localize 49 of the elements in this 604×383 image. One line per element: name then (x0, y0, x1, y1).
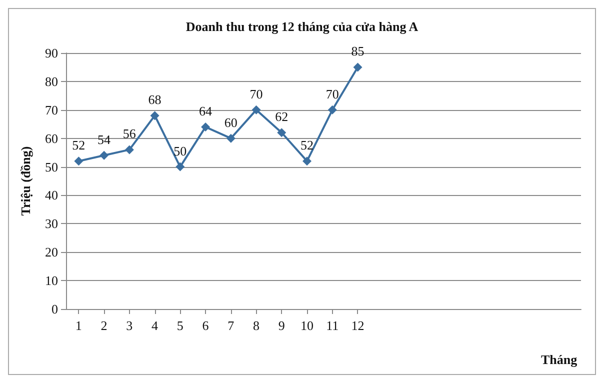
y-tick-label: 0 (52, 302, 58, 316)
y-tick-label: 20 (45, 244, 58, 260)
x-tick-label: 1 (75, 318, 82, 333)
point (124, 145, 134, 154)
point (74, 156, 84, 166)
data-label: 52 (300, 138, 314, 153)
x-tick-label: 4 (152, 318, 159, 333)
data-label: 70 (250, 86, 263, 102)
x-tick-label: 3 (126, 318, 133, 333)
y-tick-label: 30 (45, 216, 58, 232)
x-axis-title: Tháng (541, 352, 578, 367)
data-label: 62 (275, 109, 288, 124)
point (353, 62, 362, 72)
y-tick-label: 10 (45, 273, 58, 288)
x-tick-label: 6 (202, 318, 210, 333)
point (226, 134, 236, 143)
data-label: 56 (122, 126, 136, 142)
y-tick-label: 70 (45, 102, 58, 118)
x-tick-label: 2 (100, 318, 108, 333)
data-label: 54 (98, 132, 112, 147)
y-tick-label: 40 (45, 188, 58, 203)
point (328, 105, 337, 114)
chart-title: Doanh thu trong 12 tháng của cửa hàng A (186, 19, 419, 34)
data-label: 68 (148, 92, 162, 108)
x-tick-label: 12 (351, 318, 364, 333)
point (150, 111, 160, 120)
data-label: 85 (351, 44, 364, 59)
data-label: 60 (224, 114, 238, 130)
point (100, 150, 109, 160)
x-tick-label: 5 (176, 318, 184, 333)
data-label: 64 (199, 103, 213, 118)
y-tick-label: 60 (45, 130, 58, 146)
x-tick-label: 7 (228, 318, 235, 333)
data-label: 50 (174, 143, 187, 158)
point (252, 105, 261, 114)
data-label: 70 (326, 86, 339, 102)
x-tick-label: 11 (326, 318, 339, 333)
y-tick-label: 90 (45, 46, 58, 60)
y-tick-label: 50 (45, 159, 58, 174)
point (277, 128, 286, 138)
x-tick-label: 8 (253, 318, 260, 333)
x-tick-label: 10 (300, 318, 314, 333)
point (201, 122, 210, 132)
point (302, 156, 312, 166)
x-tick-label: 9 (278, 318, 285, 333)
point (176, 162, 185, 172)
y-axis-title: Triệu (đồng) (18, 146, 33, 216)
data-label: 52 (72, 138, 86, 153)
y-tick-label: 80 (45, 74, 58, 89)
